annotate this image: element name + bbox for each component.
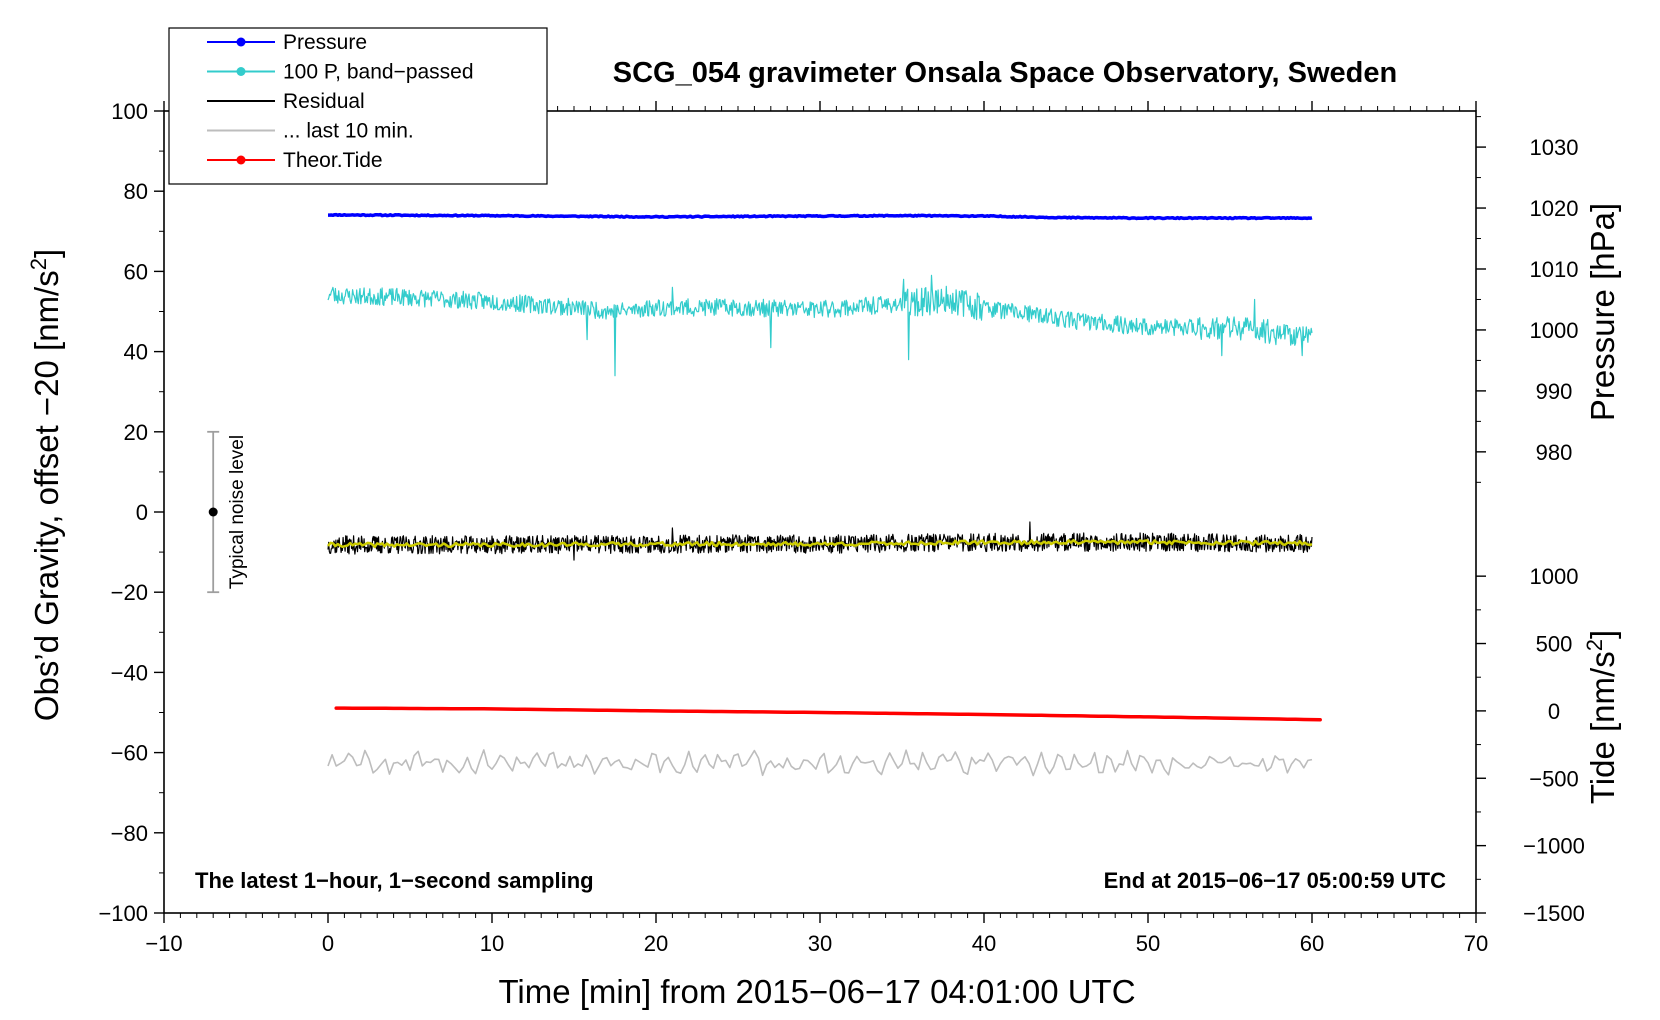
legend-item-label: Theor.Tide	[283, 149, 383, 172]
noise-bar-center-dot	[208, 507, 218, 517]
y-tick-label-left: −80	[111, 821, 148, 846]
y-tick-label-tide: −1000	[1523, 834, 1585, 859]
y-tick-label-pressure: 1010	[1530, 257, 1579, 282]
y-axis-label-tide-close: ]	[1584, 630, 1621, 639]
y-tick-label-tide: −500	[1529, 766, 1579, 791]
legend: Pressure 100 P, band−passed Residual ... la…	[168, 27, 548, 185]
annotation-end-time: End at 2015−06−17 05:00:59 UTC	[1104, 868, 1447, 893]
y-tick-label-pressure: 1030	[1530, 135, 1579, 160]
x-axis-label: Time [min] from 2015−06−17 04:01:00 UTC	[498, 973, 1135, 1010]
legend-swatch-marker	[236, 155, 246, 165]
y-axis-label-tide-text: Tide [nm/s	[1584, 651, 1621, 804]
y-tick-label-tide: −1500	[1523, 901, 1585, 926]
y-tick-label-tide: 0	[1548, 699, 1560, 724]
series-residual-line	[327, 521, 1313, 561]
series-pressure-line	[327, 212, 1313, 221]
y-tick-label-left: −20	[111, 580, 148, 605]
y-tick-label-left: −100	[98, 901, 148, 926]
y-tick-label-left: 80	[124, 179, 148, 204]
noise-level-bar	[207, 430, 220, 594]
y-tick-label-left: 60	[124, 259, 148, 284]
y-axis-label-tide: Tide [nm/s2]	[1582, 630, 1622, 804]
y-axis-label-tide-sup: 2	[1582, 639, 1607, 651]
y-axis-label-left-close: ]	[28, 249, 65, 258]
y-tick-label-pressure: 990	[1536, 379, 1573, 404]
x-tick-label: 60	[1300, 931, 1324, 956]
series-last-10-min-line	[327, 749, 1313, 777]
y-tick-label-left: 40	[124, 340, 148, 365]
x-tick-label: 40	[972, 931, 996, 956]
y-tick-label-tide: 500	[1536, 632, 1573, 657]
x-tick-label: 10	[480, 931, 504, 956]
y-axis-label-left-sup: 2	[26, 258, 51, 270]
chart-title: SCG_054 gravimeter Onsala Space Observat…	[613, 57, 1397, 89]
y-tick-label-pressure: 1020	[1530, 196, 1579, 221]
series-pressure-bandpassed-line	[327, 274, 1313, 377]
legend-item-label: Residual	[283, 90, 365, 113]
y-tick-label-left: 0	[136, 500, 148, 525]
series-theoretical-tide-line	[334, 706, 1322, 722]
ticks-layer: −10 0 10 20 30 40 50 60 70−100−80−60−40−20020406…	[98, 99, 1584, 956]
series-residual-smoothed-line	[327, 539, 1313, 549]
x-tick-label: 20	[644, 931, 668, 956]
legend-item-label: ... last 10 min.	[283, 120, 414, 143]
y-axis-label-left: Obs’d Gravity, offset −20 [nm/s2]	[26, 249, 66, 721]
y-tick-label-left: −60	[111, 741, 148, 766]
legend-item-label: 100 P, band−passed	[283, 61, 474, 84]
legend-box	[168, 27, 548, 185]
annotation-sampling: The latest 1−hour, 1−second sampling	[195, 868, 594, 893]
y-tick-label-left: −40	[111, 660, 148, 685]
y-axis-label-pressure: Pressure [hPa]	[1584, 203, 1621, 421]
legend-item-label: Pressure	[283, 31, 367, 54]
legend-swatch-marker	[236, 37, 246, 47]
x-tick-label: −10	[145, 931, 182, 956]
x-tick-label: 30	[808, 931, 832, 956]
y-axis-label-left-text: Obs’d Gravity, offset −20 [nm/s	[28, 270, 65, 721]
x-tick-label: 70	[1464, 931, 1488, 956]
y-tick-label-pressure: 1000	[1530, 318, 1579, 343]
series-layer	[327, 212, 1322, 777]
x-tick-label: 50	[1136, 931, 1160, 956]
legend-swatch-marker	[236, 67, 246, 76]
y-tick-label-left: 100	[111, 99, 148, 124]
y-tick-label-left: 20	[124, 420, 148, 445]
x-tick-label: 0	[322, 931, 334, 956]
y-tick-label-pressure: 980	[1536, 440, 1573, 465]
y-tick-label-tide: 1000	[1530, 564, 1579, 589]
noise-level-label: Typical noise level	[227, 435, 248, 589]
